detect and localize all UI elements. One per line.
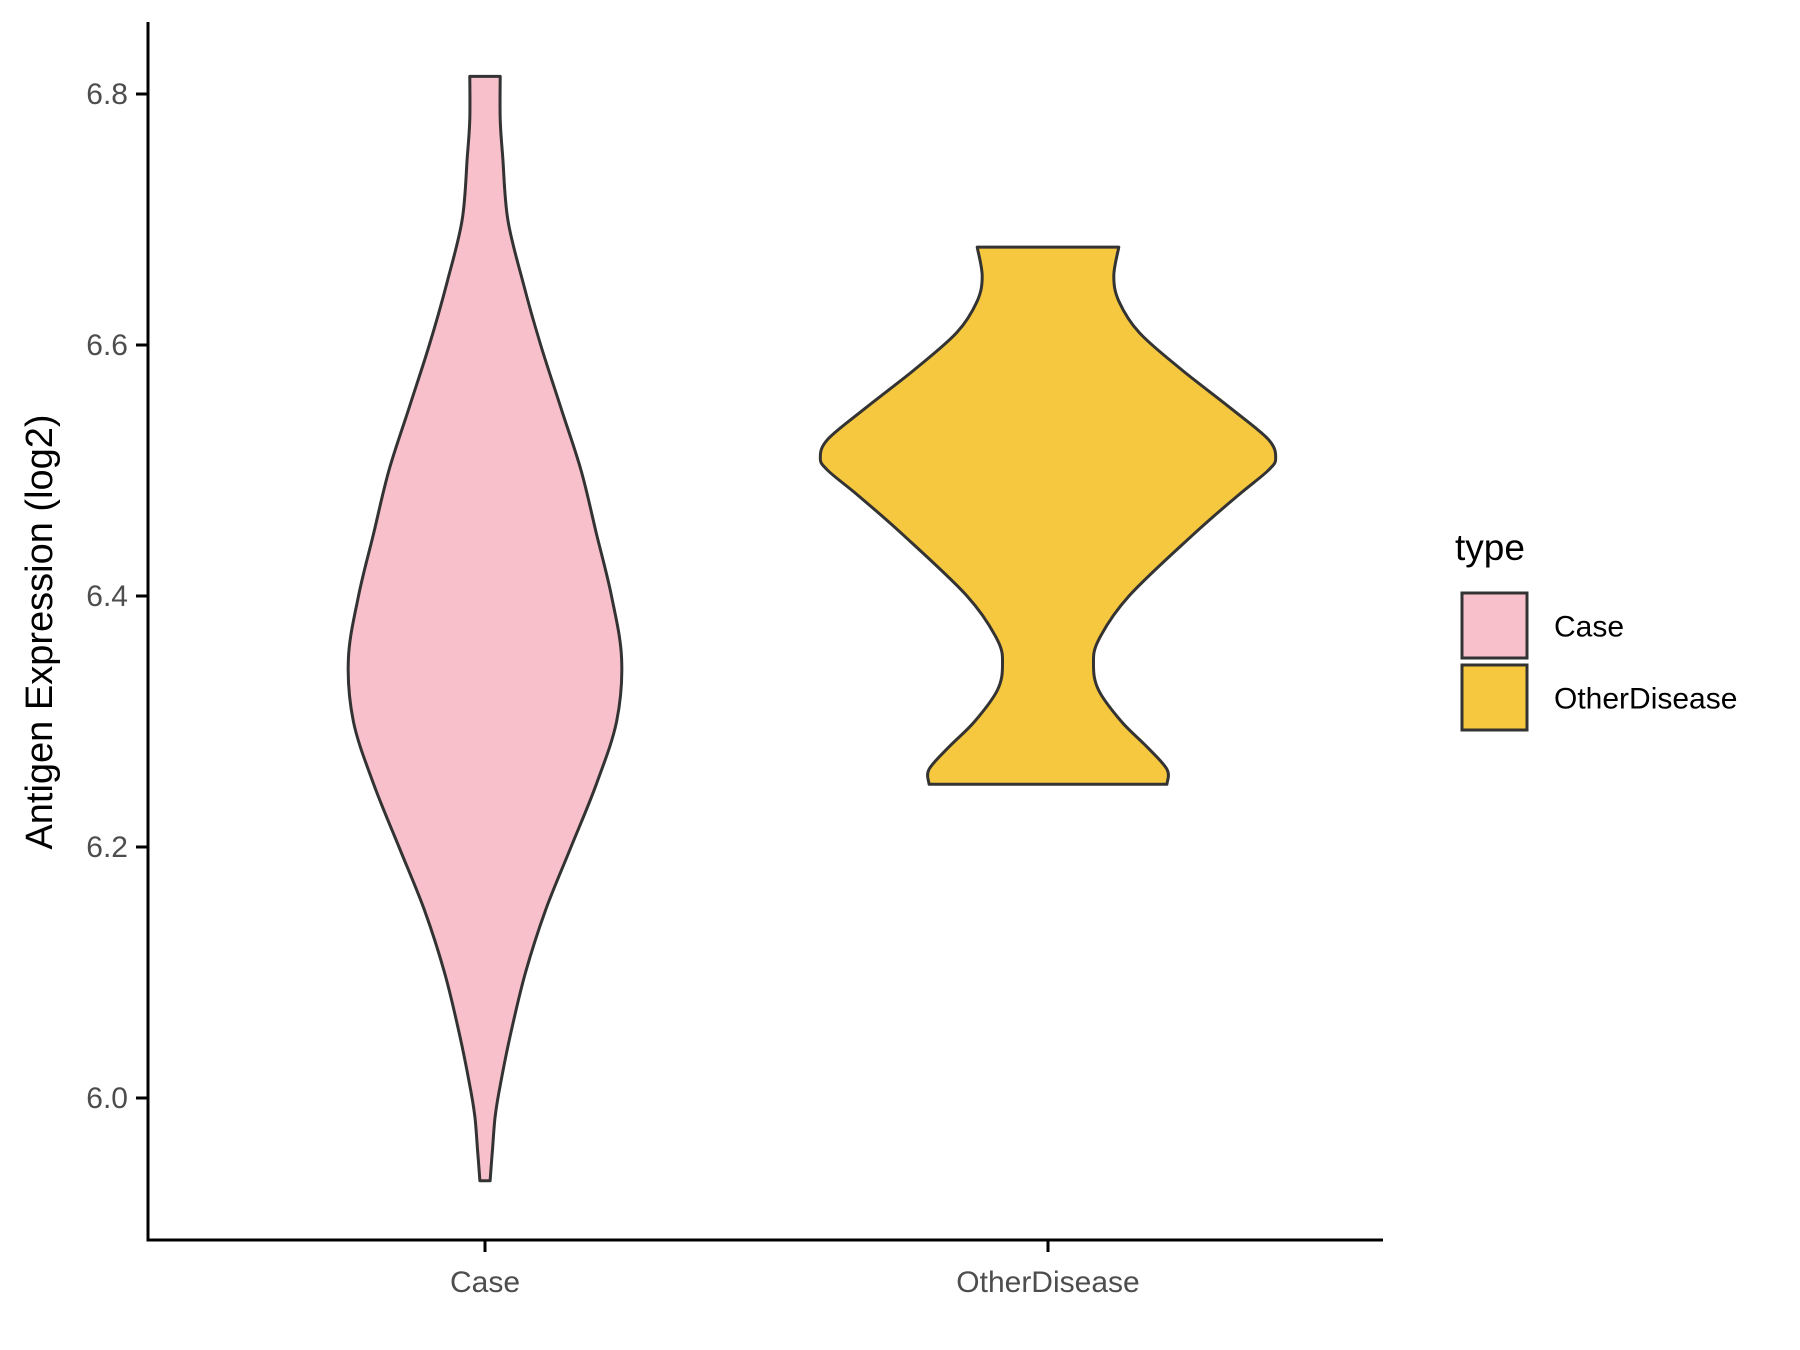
y-tick-label: 6.6 (86, 329, 128, 362)
legend-label: OtherDisease (1554, 683, 1737, 716)
legend-key-case (1460, 591, 1529, 660)
legend-title: type (1455, 527, 1525, 568)
y-tick-label: 6.2 (86, 831, 128, 864)
legend: type Case OtherDisease (1455, 527, 1737, 732)
axes (146, 22, 1383, 1242)
legend-key-otherdisease (1460, 663, 1529, 732)
x-tick-label: Case (450, 1266, 520, 1299)
y-tick-label: 6.0 (86, 1082, 128, 1115)
violin-case (346, 74, 624, 1183)
y-axis-title: Antigen Expression (log2) (19, 414, 61, 849)
x-axis-ticks: Case OtherDisease (450, 1240, 1140, 1299)
y-tick-label: 6.4 (86, 580, 128, 613)
x-tick-label: OtherDisease (956, 1266, 1139, 1299)
legend-items: Case OtherDisease (1460, 591, 1737, 732)
y-axis-ticks: 6.0 6.2 6.4 6.6 6.8 (86, 78, 148, 1115)
y-tick-label: 6.8 (86, 78, 128, 111)
plot-area (346, 74, 1278, 1183)
legend-label: Case (1554, 611, 1624, 644)
violin-otherdisease (818, 245, 1278, 786)
